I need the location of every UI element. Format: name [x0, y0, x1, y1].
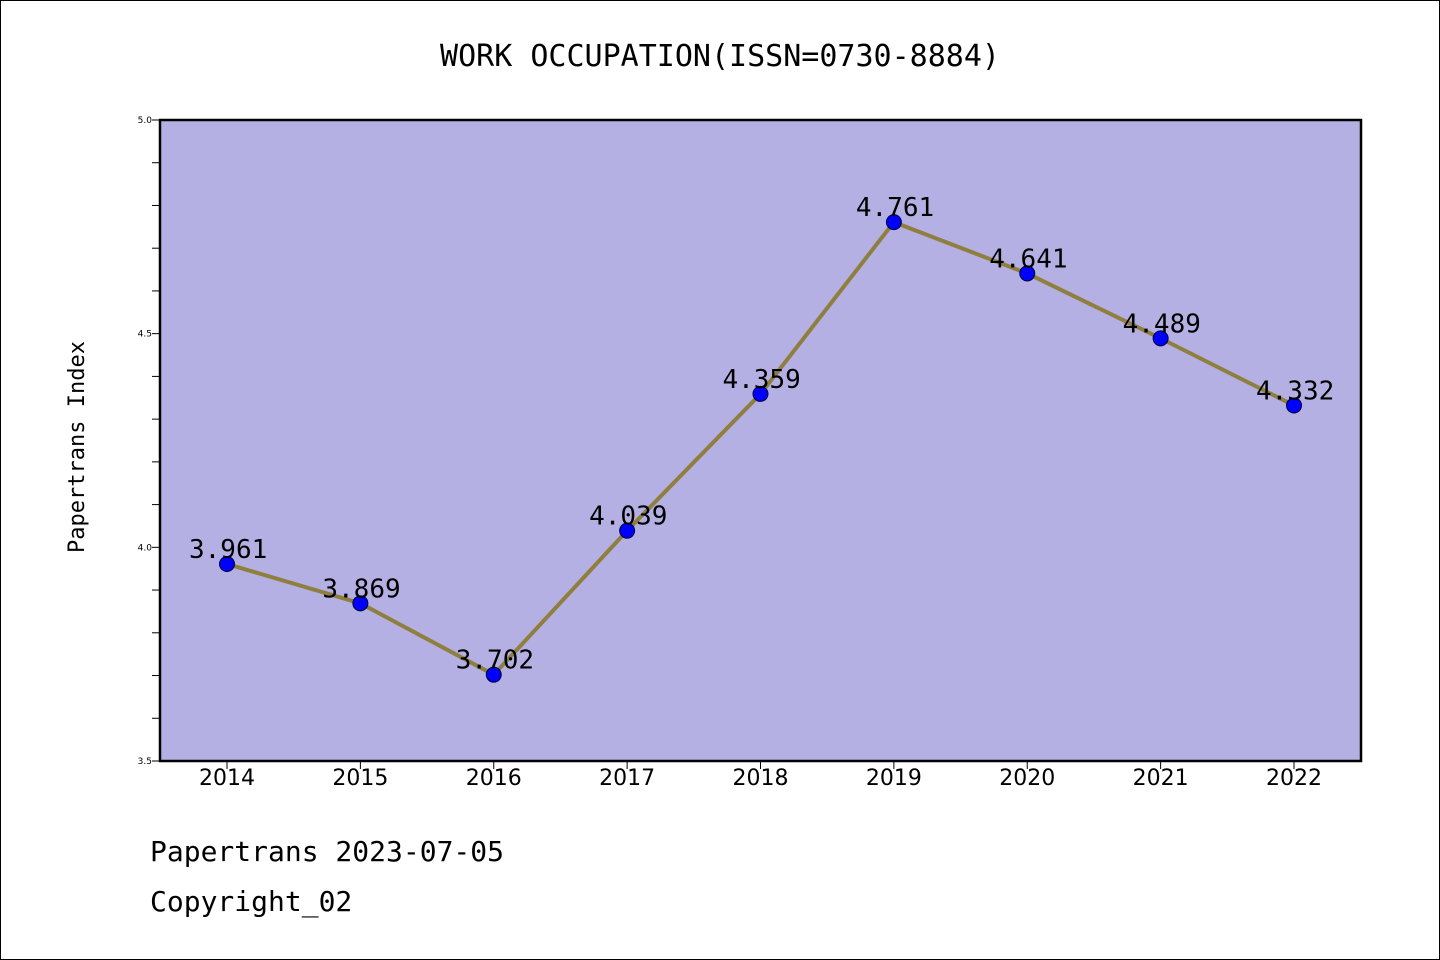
data-point — [752, 385, 769, 402]
x-axis: 2014 2015 2016 2017 2018 2019 2020 2021 2022 — [199, 761, 1322, 791]
chart-title: WORK OCCUPATION(ISSN=0730-8884) — [440, 39, 1000, 74]
data-label: 3.869 — [322, 574, 400, 604]
data-label: 4.641 — [989, 244, 1067, 274]
data-label: 4.761 — [856, 193, 934, 223]
x-tick-label: 2018 — [733, 766, 789, 791]
data-point — [352, 595, 369, 612]
data-point — [485, 666, 502, 683]
y-tick-label: 3.5 — [138, 757, 152, 767]
y-axis: 3.5 4.0 4.5 5.0 — [138, 116, 160, 767]
plot-area — [158, 118, 1363, 763]
series-group: 3.961 3.869 3.702 4.039 4.359 4.761 4.641 4.489… — [189, 193, 1334, 683]
data-point — [1286, 397, 1302, 414]
data-point — [1152, 330, 1169, 347]
data-label: 4.489 — [1123, 309, 1201, 339]
x-tick-label: 2021 — [1133, 766, 1189, 791]
x-tick-label: 2020 — [999, 766, 1055, 791]
footer-copyright: Copyright_02 — [150, 885, 353, 918]
y-tick-label: 4.5 — [138, 330, 152, 340]
data-point — [885, 214, 902, 231]
data-label: 4.039 — [589, 502, 667, 532]
data-label: 4.332 — [1256, 376, 1334, 406]
x-tick-label: 2014 — [199, 766, 255, 791]
y-tick-label: 4.0 — [138, 543, 153, 553]
y-tick-label: 5.0 — [138, 116, 153, 126]
data-label: 4.359 — [723, 365, 801, 395]
data-point — [1019, 265, 1036, 282]
x-tick-label: 2015 — [332, 766, 388, 791]
data-label: 3.702 — [456, 646, 534, 676]
data-point — [619, 522, 636, 539]
y-axis-label: Papertrans Index — [65, 341, 90, 553]
x-tick-label: 2017 — [599, 766, 655, 791]
data-point — [219, 555, 235, 572]
x-tick-label: 2016 — [466, 766, 522, 791]
footer-date: Papertrans 2023-07-05 — [150, 835, 505, 868]
x-tick-label: 2022 — [1266, 766, 1322, 791]
data-label: 3.961 — [189, 535, 267, 565]
x-tick-label: 2019 — [866, 766, 922, 791]
